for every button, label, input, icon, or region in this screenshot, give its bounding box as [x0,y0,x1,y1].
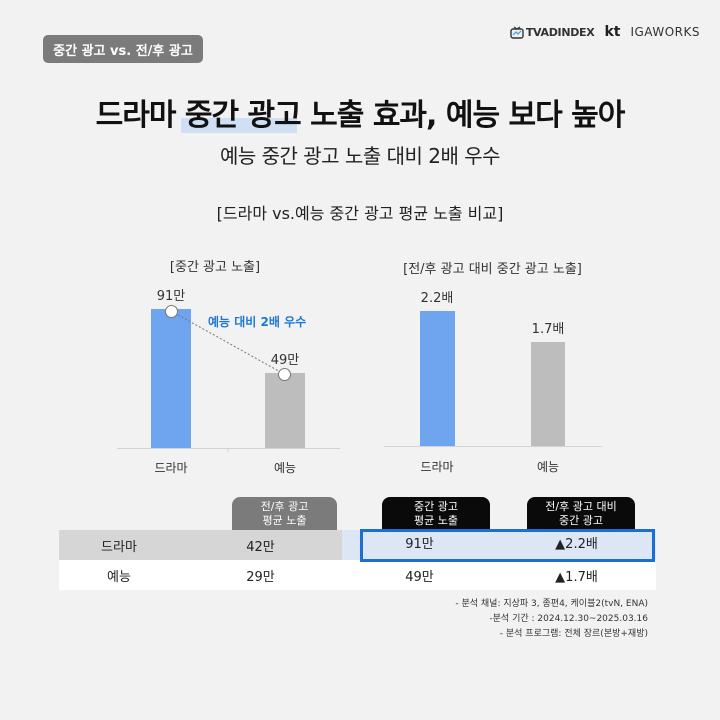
table-header-midroll: 중간 광고 평균 노출 [382,497,490,530]
bar-variety-midroll [265,373,305,448]
marker-drama [165,305,178,318]
value-label: 49만 [270,353,300,368]
value-label: 91만 [156,289,186,304]
table-header-ratio: 전/후 광고 대비 중간 광고 [527,497,635,530]
highlight-box [360,529,655,562]
category-label: 드라마 [154,461,188,475]
igaworks-logo: IGAWORKS [630,25,700,39]
marker-variety [278,368,291,381]
table-header-prepost: 전/후 광고 평균 노출 [232,497,337,530]
category-label: 드라마 [420,460,454,474]
bar-drama-ratio [420,311,455,446]
chart-heading: [드라마 vs.예능 중간 광고 평균 노출 비교] [216,204,504,223]
value-label: 1.7배 [531,322,565,337]
logo-group: TVADINDEX kt IGAWORKS [510,24,700,40]
table-row: 드라마 42만 91만 ▲2.2배 [59,530,656,560]
page-subtitle: 예능 중간 광고 노출 대비 2배 우수 [219,144,501,168]
tvadindex-logo: TVADINDEX [510,26,595,39]
category-label: 예능 [273,461,297,475]
title-highlight [181,118,297,133]
right-chart-title: [전/후 광고 대비 중간 광고 노출] [403,262,582,277]
footnotes: - 분석 채널: 지상파 3, 종편4, 케이블2(tvN, ENA) -분석 … [455,599,648,639]
left-chart-title: [중간 광고 노출] [169,260,261,275]
tv-icon [510,26,524,39]
kt-logo: kt [604,24,621,40]
bar-drama-midroll [151,309,191,448]
table-row: 예능 29만 49만 ▲1.7배 [59,560,656,590]
right-x-axis [384,446,602,447]
value-label: 2.2배 [420,291,454,306]
category-label: 예능 [536,460,560,474]
category-tag: 중간 광고 vs. 전/후 광고 [43,35,203,63]
bar-variety-ratio [531,342,565,446]
chart-annotation: 예능 대비 2배 우수 [208,315,307,329]
page-title: 드라마 중간 광고 노출 효과, 예능 보다 높아 [95,98,626,133]
